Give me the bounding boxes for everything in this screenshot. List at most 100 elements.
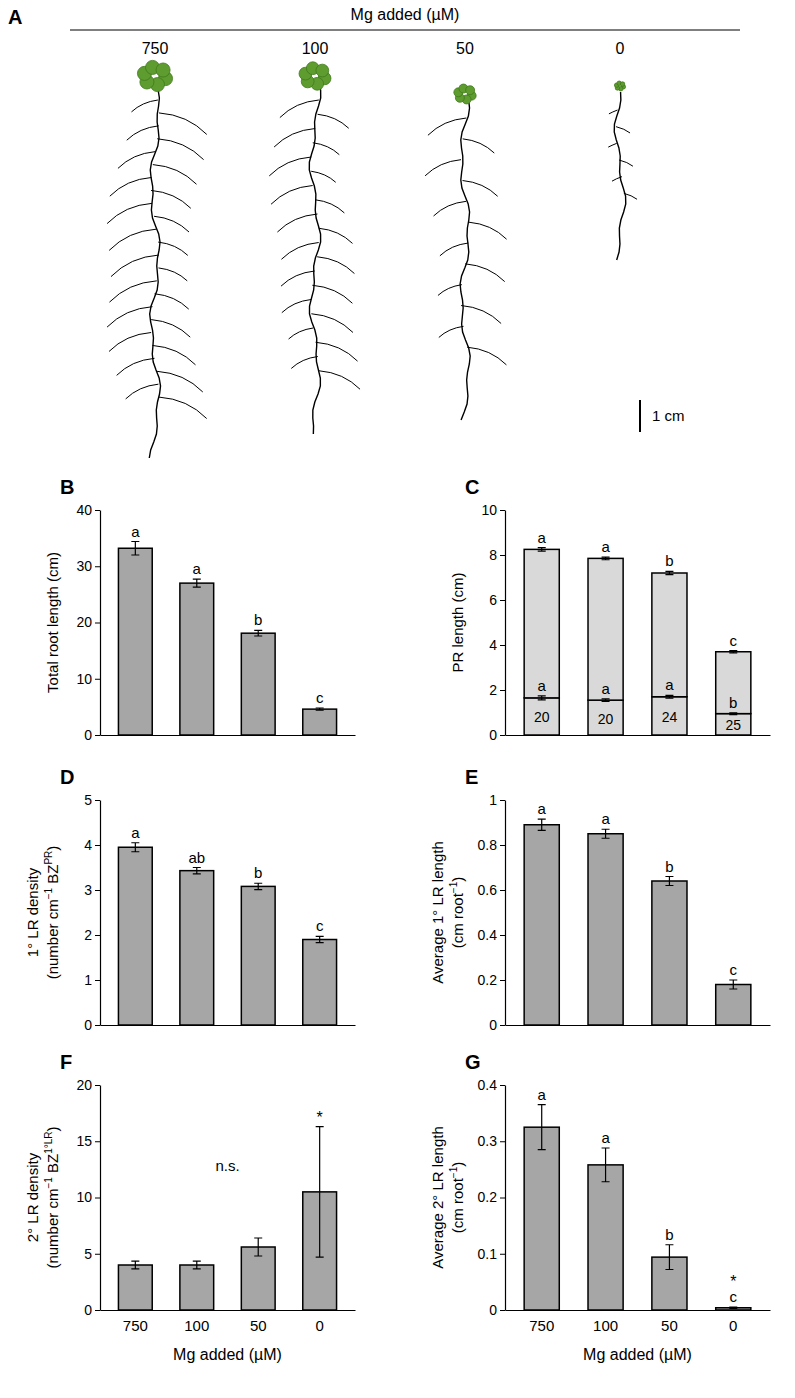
treatment-label: 100 <box>302 40 329 57</box>
lateral-root <box>159 397 207 418</box>
label-part: PR length (cm) <box>449 572 466 672</box>
tick-label: 1 <box>489 792 497 808</box>
superscript: −1 <box>448 1166 459 1178</box>
y-tick: 40 <box>76 502 100 518</box>
tick-label: 0.6 <box>478 882 498 898</box>
tick-mark <box>95 935 100 936</box>
lateral-root <box>619 160 633 166</box>
seedling <box>269 62 360 434</box>
label-part: 2° LR density <box>24 1152 41 1242</box>
significance-letter: a <box>538 677 547 694</box>
bar <box>118 847 152 1025</box>
tick-mark <box>500 645 505 646</box>
lateral-root <box>118 152 155 169</box>
tick-mark <box>95 735 100 736</box>
tick-label: 20 <box>76 614 92 630</box>
significance-letter: a <box>538 1086 547 1103</box>
significance-letter: b <box>665 552 673 569</box>
y-tick: 0.3 <box>478 1133 505 1149</box>
y-axis: 05101520 <box>76 1077 100 1318</box>
x-axis: 750100500 <box>506 1310 771 1334</box>
count-label: 25 <box>725 717 741 733</box>
leaf <box>156 63 170 77</box>
seedling <box>608 81 637 260</box>
primary-root <box>309 82 320 434</box>
y-tick: 5 <box>84 1246 100 1262</box>
y-axis-title: (cm root−1) <box>448 877 466 948</box>
tick-label: 0 <box>729 1317 737 1334</box>
lateral-root <box>127 126 159 140</box>
error-bar <box>729 1307 737 1308</box>
significance-letter: c <box>730 961 738 978</box>
count-label: 24 <box>662 709 678 725</box>
axis-line <box>505 801 506 1026</box>
bar <box>118 548 152 735</box>
treatment-label: 50 <box>456 40 474 57</box>
y-tick: 4 <box>489 637 505 653</box>
lateral-root <box>313 143 340 155</box>
significance-star: * <box>730 1273 736 1290</box>
error-bar <box>729 980 737 989</box>
tick-label: 0 <box>489 1017 497 1033</box>
lateral-root <box>608 143 616 147</box>
panel-title: Mg added (µM) <box>351 6 460 23</box>
lateral-root <box>157 139 203 160</box>
seedling <box>425 84 506 420</box>
panel-letter: A <box>8 6 22 28</box>
scale-bar-label: 1 cm <box>652 407 685 424</box>
count-label: 20 <box>598 711 614 727</box>
tick-mark <box>500 1025 505 1026</box>
lateral-root <box>107 307 152 327</box>
tick-label: 2 <box>489 682 497 698</box>
lateral-root <box>469 222 507 239</box>
error-bar <box>131 843 139 852</box>
bar <box>180 871 214 1025</box>
tick-mark <box>95 1198 100 1199</box>
lateral-root <box>281 271 315 286</box>
lateral-root <box>289 328 314 339</box>
significance-letter: a <box>601 538 610 555</box>
seedling <box>107 60 207 458</box>
label-part: BZ <box>44 865 61 888</box>
bar <box>180 1265 214 1310</box>
plot-area <box>524 548 751 735</box>
y-tick: 5 <box>84 792 100 808</box>
tick-mark <box>500 555 505 556</box>
tick-mark <box>95 510 100 511</box>
error-bar <box>131 542 139 556</box>
bar <box>588 700 623 735</box>
label-part: Total root length (cm) <box>44 552 61 693</box>
significance-letter: ab <box>188 849 205 866</box>
tick-label: 2 <box>84 927 92 943</box>
label-part: Average 2° LR length <box>429 1126 446 1269</box>
tick-label: 0.4 <box>478 1077 498 1093</box>
x-tick: 750 <box>123 1310 148 1334</box>
tick-mark <box>95 679 100 680</box>
significance-letter: b <box>729 694 737 711</box>
significance-letter: a <box>601 680 610 697</box>
significance-letter: a <box>601 810 610 827</box>
y-axis-title: 2° LR density <box>24 1152 41 1242</box>
tick-label: 6 <box>489 592 497 608</box>
tick-label: 20 <box>76 1077 92 1093</box>
tick-mark <box>500 935 505 936</box>
label-part: 1° LR density <box>24 867 41 957</box>
tick-label: 750 <box>123 1317 148 1334</box>
error-bar <box>665 1245 673 1270</box>
tick-label: 5 <box>84 1246 92 1262</box>
error-bar <box>316 708 324 710</box>
lateral-root <box>465 264 504 282</box>
y-axis-title: (number cm−1 BZ1°LR) <box>43 1126 61 1268</box>
primary-root <box>614 92 626 260</box>
bar <box>524 825 559 1025</box>
lateral-root <box>269 157 311 176</box>
tick-label: 0.4 <box>478 927 498 943</box>
y-tick: 0.2 <box>478 972 505 988</box>
tick-mark <box>500 1310 505 1311</box>
error-bar <box>193 1261 201 1269</box>
y-axis-title: (number cm−1 BZPR) <box>43 846 61 980</box>
lateral-root <box>463 181 498 197</box>
lateral-root <box>153 165 197 185</box>
bar <box>524 549 559 698</box>
tick-mark <box>95 623 100 624</box>
